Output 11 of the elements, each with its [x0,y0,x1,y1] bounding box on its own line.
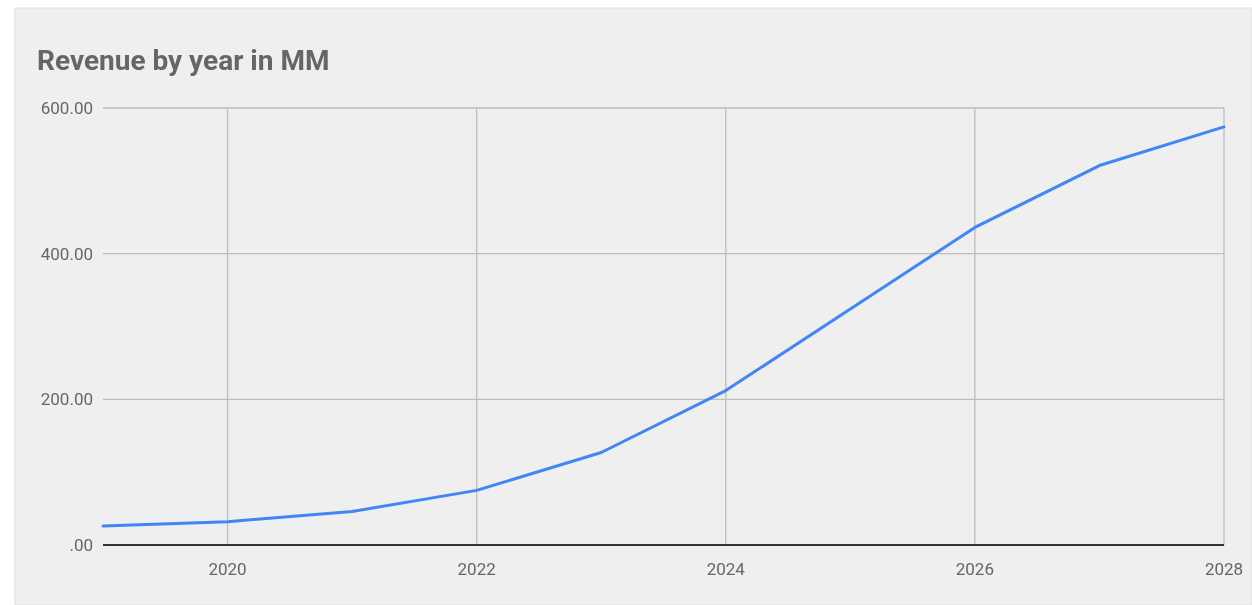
y-tick-label: 400.00 [40,243,93,264]
y-tick-label: 200.00 [40,389,93,410]
x-tick-label: 2028 [1204,559,1244,579]
x-tick-label: 2024 [706,559,746,579]
x-tick-label: 2026 [955,559,994,579]
x-tick-label: 2020 [208,559,247,579]
line-series [101,125,1226,528]
chart-title: Revenue by year in MM [37,44,330,77]
y-tick-label: 600.00 [40,97,93,118]
x-tick-label: 2022 [457,559,496,579]
y-tick-label: .00 [69,534,93,555]
